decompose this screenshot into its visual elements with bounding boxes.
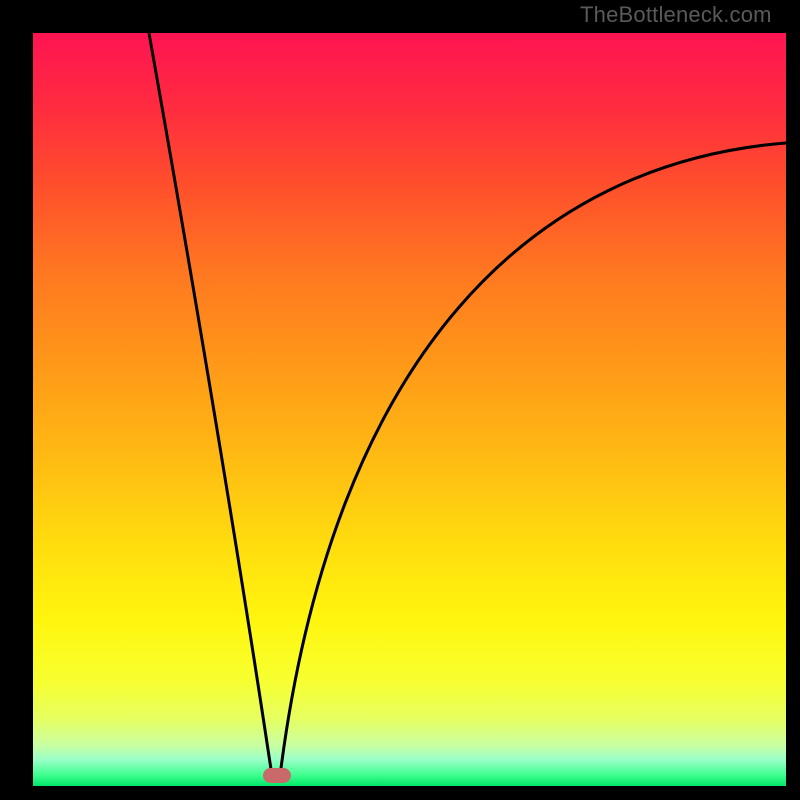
watermark-text: TheBottleneck.com [580,2,772,28]
optimum-marker [263,768,291,783]
plot-area [33,33,786,786]
chart-container: TheBottleneck.com [0,0,800,800]
gradient-background [33,33,786,786]
